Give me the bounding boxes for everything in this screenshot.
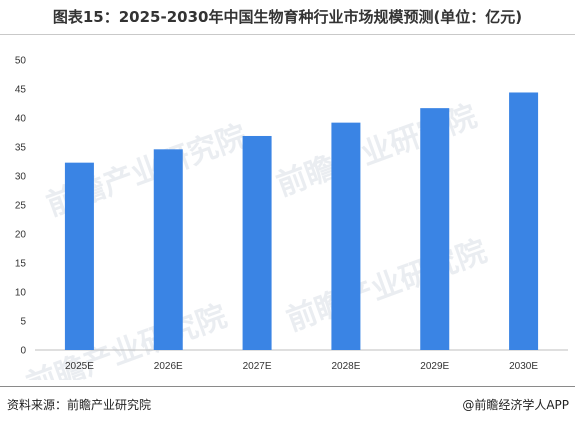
- source-note: 资料来源：前瞻产业研究院: [7, 398, 152, 412]
- watermark-text: 前瞻产业研究院: [22, 299, 231, 380]
- watermark-text: 前瞻产业研究院: [272, 99, 481, 204]
- y-tick-label: 5: [20, 317, 26, 328]
- y-tick-label: 30: [15, 172, 27, 183]
- bar-2030E: [509, 92, 539, 351]
- x-tick-label: 2030E: [509, 361, 538, 372]
- y-tick-label: 20: [15, 230, 27, 241]
- x-tick-label: 2028E: [331, 361, 360, 372]
- y-axis-ticks: 0 5 10 15 20 25 30 35 40 45 50: [15, 56, 27, 357]
- bar-2025E: [64, 162, 94, 350]
- footer-divider: [0, 386, 575, 387]
- x-tick-label: 2027E: [243, 361, 272, 372]
- y-tick-label: 50: [15, 56, 27, 67]
- bar-2028E: [331, 122, 361, 350]
- y-tick-label: 25: [15, 201, 27, 212]
- y-tick-label: 35: [15, 143, 27, 154]
- y-tick-label: 0: [20, 346, 26, 357]
- y-tick-label: 10: [15, 288, 27, 299]
- y-tick-label: 15: [15, 259, 27, 270]
- x-tick-label: 2029E: [420, 361, 449, 372]
- chart-title: 图表15：2025-2030年中国生物育种行业市场规模预测(单位：亿元): [52, 8, 523, 26]
- bar-2029E: [420, 108, 450, 350]
- bar-2027E: [242, 135, 272, 350]
- x-tick-label: 2026E: [154, 361, 183, 372]
- bars: [64, 92, 539, 351]
- bar-2026E: [153, 149, 183, 350]
- title-divider: [0, 34, 575, 35]
- x-axis-ticks: 2025E 2026E 2027E 2028E 2029E 2030E: [65, 361, 538, 372]
- x-tick-label: 2025E: [65, 361, 94, 372]
- y-tick-label: 40: [15, 114, 27, 125]
- source-credit: @前瞻经济学人APP: [462, 398, 569, 412]
- watermark-text: 前瞻产业研究院: [282, 234, 491, 339]
- y-tick-label: 45: [15, 85, 27, 96]
